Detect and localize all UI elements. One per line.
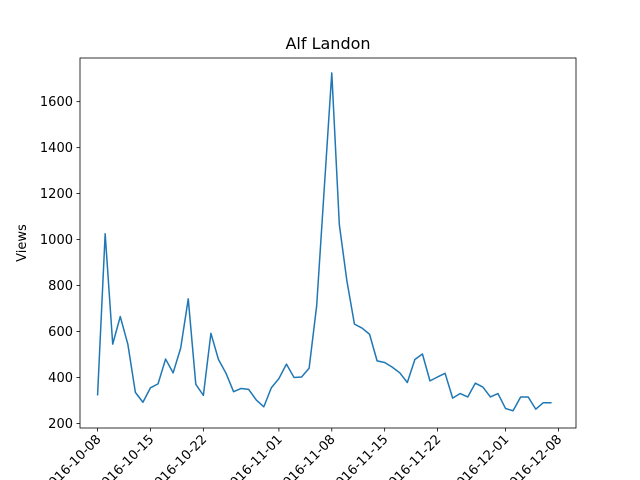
y-tick-label: 1200 xyxy=(40,187,73,202)
y-tick-label: 1400 xyxy=(40,141,73,156)
y-tick-label: 400 xyxy=(48,371,73,386)
y-tick-label: 1600 xyxy=(40,95,73,110)
y-axis: 200 400 600 800 1000 1200 1400 1600 xyxy=(40,95,80,432)
chart-title: Alf Landon xyxy=(285,34,370,53)
y-tick-label: 800 xyxy=(48,279,73,294)
views-line xyxy=(96,72,552,412)
y-tick-label: 600 xyxy=(48,325,73,340)
y-axis-label: Views xyxy=(15,224,30,262)
y-tick-label: 200 xyxy=(48,417,73,432)
y-tick-label: 1000 xyxy=(40,233,73,248)
axes-frame xyxy=(79,57,577,429)
